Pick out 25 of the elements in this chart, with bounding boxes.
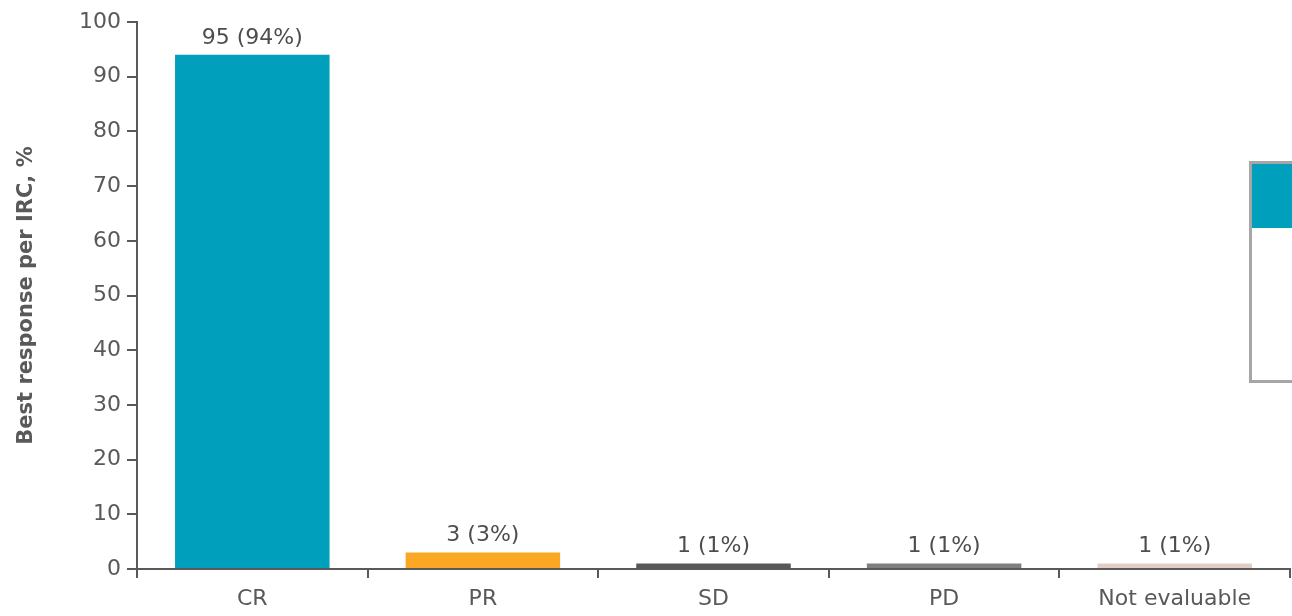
y-tick-label: 30 [93,390,121,416]
y-tick-label: 60 [93,226,121,252]
bar [405,552,561,568]
y-tick-label: 20 [93,445,121,471]
data-label: 1 (1%) [676,532,751,558]
data-label: 1 (1%) [907,532,981,558]
y-tick-label: 10 [93,500,121,526]
x-tick-label: SD [698,584,729,610]
x-tick-label: PR [468,584,498,610]
y-tick-label: 0 [107,554,121,580]
data-label: 95 (94%) [201,23,303,49]
data-label: 3 (3%) [446,521,520,547]
y-tick-label: 80 [93,117,121,143]
bar [1097,563,1252,568]
y-tick-label: 50 [93,281,121,307]
y-tick-label: 40 [93,335,121,361]
y-tick-label: 90 [93,62,121,88]
x-tick-label: Not evaluable [1098,584,1252,610]
x-tick-label: PD [928,584,960,610]
x-tick-label: CR [236,584,268,610]
data-label: 1 (1%) [1138,532,1212,558]
y-axis-title: Best response per IRC, % [13,146,38,445]
bar [175,54,330,568]
y-tick-label: 70 [93,171,121,197]
y-tick-label: 100 [79,7,121,33]
